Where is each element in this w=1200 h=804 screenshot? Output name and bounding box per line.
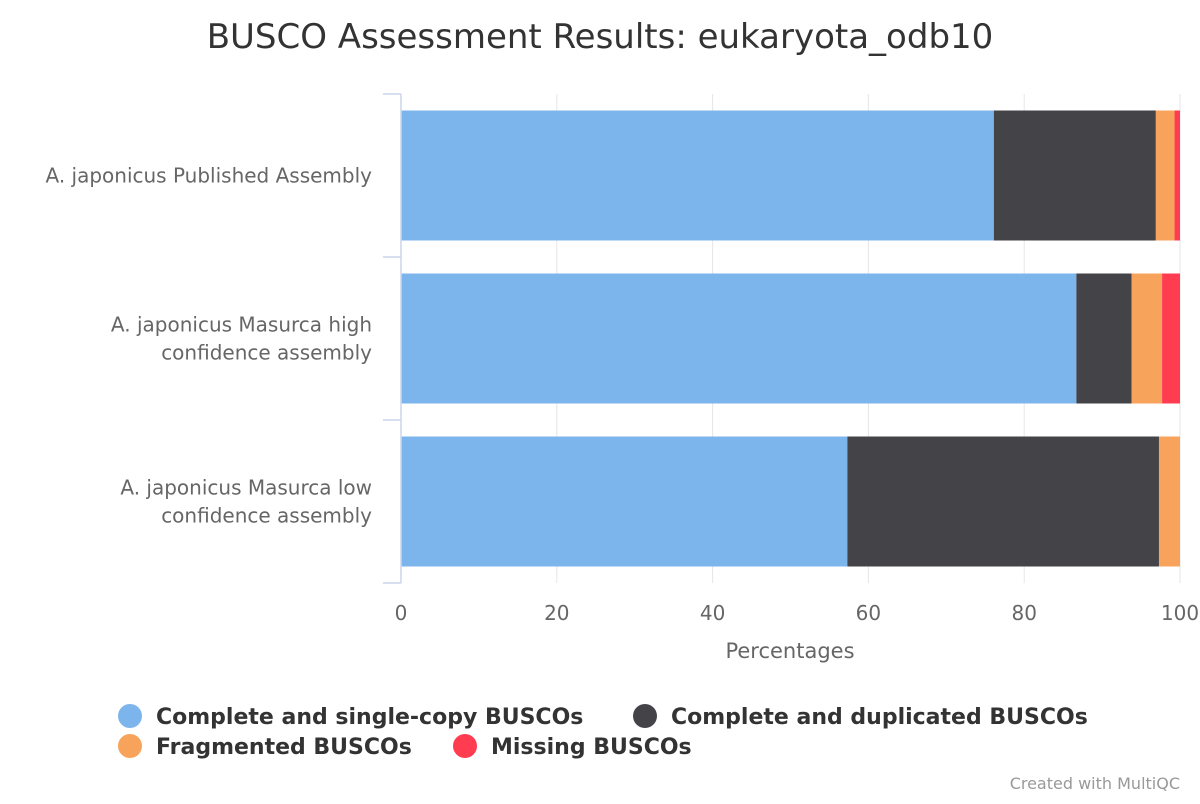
category-labels: A. japonicus Published Assembly A. japoni… xyxy=(45,164,372,528)
category-label: A. japonicus Masurca low confidence assem… xyxy=(120,476,372,528)
legend-item[interactable]: Complete and duplicated BUSCOs xyxy=(633,704,1088,730)
x-axis-title: Percentages xyxy=(725,639,854,663)
legend-marker xyxy=(453,734,477,758)
bar-layer xyxy=(401,110,1180,567)
legend-label: Fragmented BUSCOs xyxy=(156,735,412,760)
legend-marker xyxy=(633,704,657,728)
bar-segment[interactable] xyxy=(401,436,848,567)
chart-title: BUSCO Assessment Results: eukaryota_odb1… xyxy=(207,17,994,57)
bar-segment[interactable] xyxy=(1158,436,1180,567)
legend-label: Missing BUSCOs xyxy=(491,735,692,760)
bar-segment[interactable] xyxy=(1174,110,1180,241)
bar-segment[interactable] xyxy=(1162,273,1180,404)
x-tick-label: 60 xyxy=(856,601,881,625)
legend-item[interactable]: Missing BUSCOs xyxy=(453,734,692,760)
bar-segment[interactable] xyxy=(1076,273,1132,404)
x-tick-labels: 0 20 40 60 80 100 xyxy=(395,601,1199,625)
legend-item[interactable]: Complete and single-copy BUSCOs xyxy=(118,704,583,730)
bar-segment[interactable] xyxy=(1131,273,1163,404)
legend-label: Complete and duplicated BUSCOs xyxy=(671,705,1088,730)
legend-marker xyxy=(118,734,142,758)
legend: Complete and single-copy BUSCOs Complete … xyxy=(118,704,1088,760)
bar-segment[interactable] xyxy=(993,110,1156,241)
axis-layer xyxy=(383,93,402,584)
bar-segment[interactable] xyxy=(401,273,1077,404)
category-label: A. japonicus Published Assembly xyxy=(45,164,372,188)
legend-marker xyxy=(118,704,142,728)
legend-label: Complete and single-copy BUSCOs xyxy=(156,705,583,730)
bar-segment[interactable] xyxy=(1155,110,1175,241)
credit-text[interactable]: Created with MultiQC xyxy=(1010,774,1180,793)
x-tick-label: 0 xyxy=(395,601,408,625)
x-tick-label: 20 xyxy=(544,601,569,625)
x-tick-label: 40 xyxy=(700,601,725,625)
x-tick-label: 80 xyxy=(1011,601,1036,625)
category-label: A. japonicus Masurca high confidence asse… xyxy=(111,313,372,365)
x-tick-label: 100 xyxy=(1161,601,1199,625)
bar-segment[interactable] xyxy=(847,436,1159,567)
legend-item[interactable]: Fragmented BUSCOs xyxy=(118,734,412,760)
bar-segment[interactable] xyxy=(401,110,994,241)
